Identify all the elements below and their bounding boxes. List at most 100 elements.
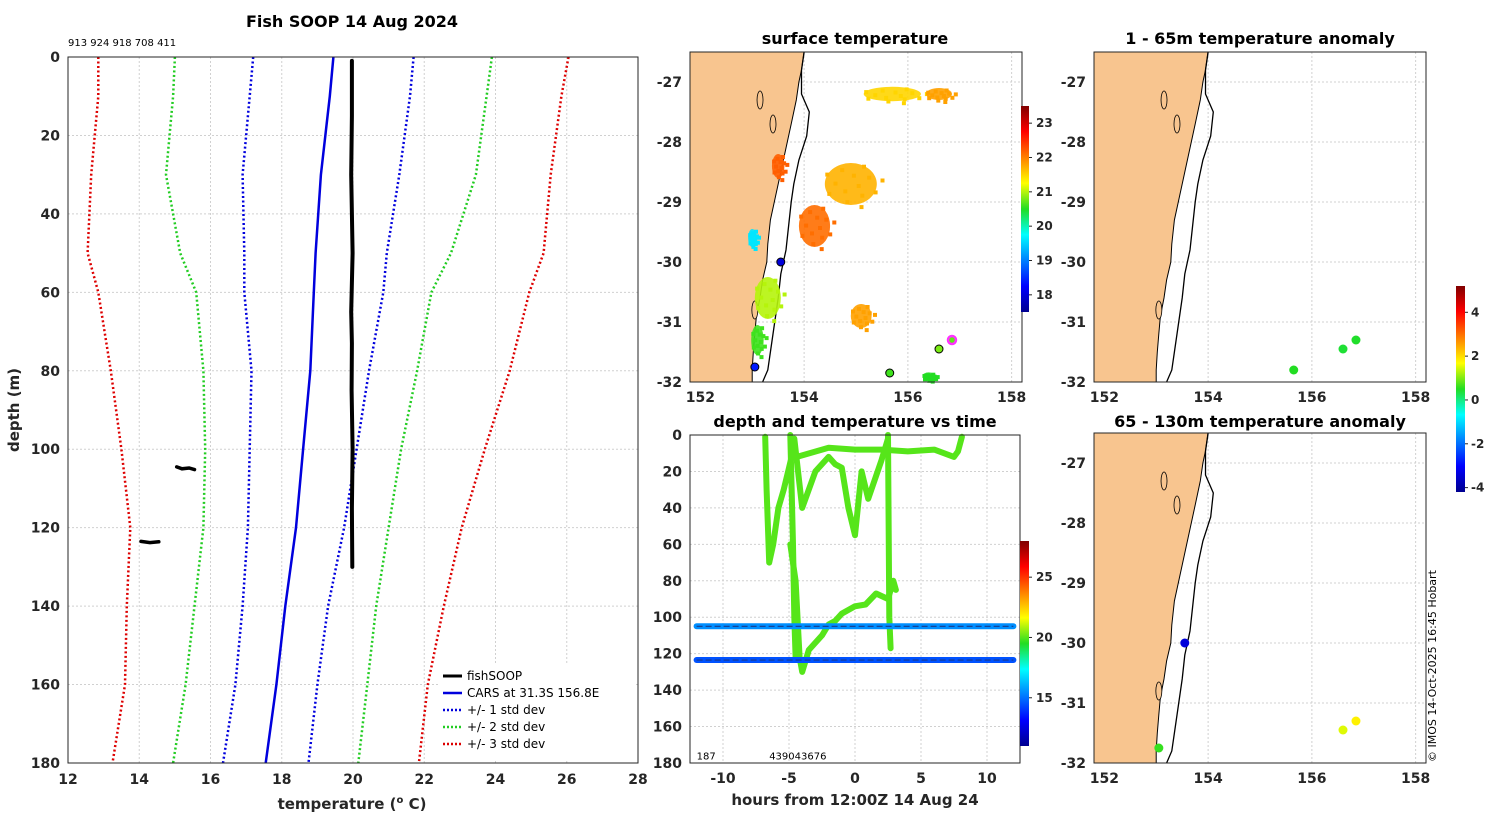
timeseries-colorbar-label: 15 — [1036, 691, 1053, 705]
x-tick-label: 18 — [272, 772, 291, 788]
sst-pixel — [926, 90, 931, 95]
sst-pixel — [753, 242, 758, 247]
x-tick-label: 24 — [486, 772, 506, 788]
fishsoop-profile-line — [139, 539, 161, 545]
sst-pixel — [865, 305, 870, 309]
sst-station-marker — [885, 368, 895, 378]
lat-tick-label: -30 — [1061, 636, 1087, 652]
x-tick-label: -5 — [781, 771, 797, 787]
sst-pixel — [804, 223, 809, 228]
timeseries-annotation: 187 — [697, 751, 716, 762]
sst-pixel — [867, 311, 872, 316]
lat-tick-label: -29 — [1061, 576, 1086, 592]
island — [1155, 681, 1163, 701]
sst-pixel — [751, 331, 756, 336]
sst-pixel — [754, 328, 759, 333]
sst-pixel — [753, 238, 758, 242]
anom-upper-panel: 1 - 65m temperature anomaly 152 154 156 158… — [1061, 29, 1431, 406]
sst-colorbar — [1021, 106, 1029, 312]
sst-pixel — [857, 306, 861, 311]
y-tick-label: 180 — [31, 756, 60, 772]
std1-upper-line — [307, 56, 415, 764]
sst-colorbar-label: 21 — [1036, 185, 1053, 199]
sst-pixel — [755, 343, 760, 348]
lat-tick-label: -31 — [657, 315, 682, 331]
sst-pixel — [917, 96, 922, 101]
island — [1155, 300, 1163, 320]
sst-pixel — [751, 345, 756, 350]
legend-label-cars: CARS at 31.3S 156.8E — [467, 686, 599, 700]
sst-patch — [824, 163, 877, 205]
island — [769, 114, 777, 134]
sst-pixel — [758, 340, 763, 344]
sst-pixel — [752, 233, 757, 238]
fishsoop-profile-line — [174, 465, 197, 472]
sst-pixel — [944, 88, 949, 93]
sst-pixel — [854, 314, 859, 319]
y-tick-label: 40 — [41, 207, 61, 223]
sst-pixel — [815, 215, 820, 220]
sst-pixel — [772, 307, 777, 312]
lon-tick-label: 154 — [790, 390, 819, 406]
sst-pixel — [827, 191, 832, 196]
shelf-break-contour — [1166, 51, 1214, 383]
sst-pixel — [779, 166, 784, 170]
sst-pixel — [873, 190, 878, 195]
y-tick-label: 160 — [653, 720, 682, 736]
timeseries-colorbar-label: 25 — [1036, 570, 1053, 584]
sst-pixel — [866, 96, 871, 101]
y-tick-label: 60 — [41, 285, 61, 301]
sst-pixel — [753, 247, 758, 251]
sst-colorbar-label: 20 — [1036, 219, 1053, 233]
anomaly-colorbar-label: -2 — [1471, 437, 1484, 451]
sst-pixel — [799, 214, 804, 219]
lon-tick-label: 152 — [1090, 390, 1119, 406]
profile-title: Fish SOOP 14 Aug 2024 — [246, 12, 458, 31]
sst-station-marker — [776, 257, 786, 267]
x-tick-label: 10 — [977, 771, 997, 787]
y-tick-label: 120 — [653, 647, 682, 663]
timeseries-trace — [885, 432, 894, 652]
sst-pixel — [754, 229, 758, 234]
sst-pixel — [776, 289, 780, 294]
sst-pixel — [775, 156, 780, 161]
std3-lower-line — [86, 57, 132, 764]
lon-tick-label: 152 — [686, 390, 715, 406]
sst-pixel — [756, 351, 761, 356]
legend-box — [438, 664, 636, 761]
sst-pixel — [759, 295, 764, 300]
sst-ticks: 152 154 156 158 -27 -28 -29 -30 -31 -32 — [657, 75, 1027, 406]
sst-pixel — [865, 321, 869, 326]
sst-colorbar-label: 19 — [1036, 254, 1053, 268]
sst-colorbar-ticks: 18 19 20 21 22 23 — [1029, 116, 1053, 302]
sst-pixel — [772, 170, 777, 175]
lat-tick-label: -31 — [1061, 315, 1086, 331]
sst-patch — [798, 205, 831, 247]
anomaly-point — [1351, 716, 1361, 726]
sst-pixel — [780, 178, 785, 183]
sst-pixel — [821, 206, 826, 211]
profile-axes-box — [67, 56, 639, 764]
sst-pixel — [782, 161, 787, 166]
sst-pixel — [772, 159, 777, 164]
sst-data — [748, 86, 958, 384]
shelf-break-contour — [1166, 432, 1214, 764]
sst-pixel — [785, 162, 790, 167]
lon-tick-label: 152 — [1090, 771, 1119, 787]
anom-lower-axes-box — [1093, 432, 1427, 764]
sst-pixel — [873, 312, 877, 317]
sst-pixel — [761, 334, 766, 339]
lon-tick-label: 154 — [1194, 390, 1223, 406]
lat-tick-label: -28 — [1061, 516, 1086, 532]
sst-pixel — [851, 320, 856, 325]
anom-lower-ticks: 152 154 156 158 -27 -28 -29 -30 -31 -32 — [1061, 456, 1431, 787]
sst-pixel — [776, 175, 781, 180]
std3-upper-line — [417, 56, 570, 764]
sst-land — [689, 51, 810, 383]
sst-pixel — [930, 93, 935, 98]
sst-pixel — [755, 286, 760, 291]
sst-pixel — [840, 168, 845, 173]
island — [756, 90, 764, 110]
anom-upper-data — [1289, 335, 1361, 375]
